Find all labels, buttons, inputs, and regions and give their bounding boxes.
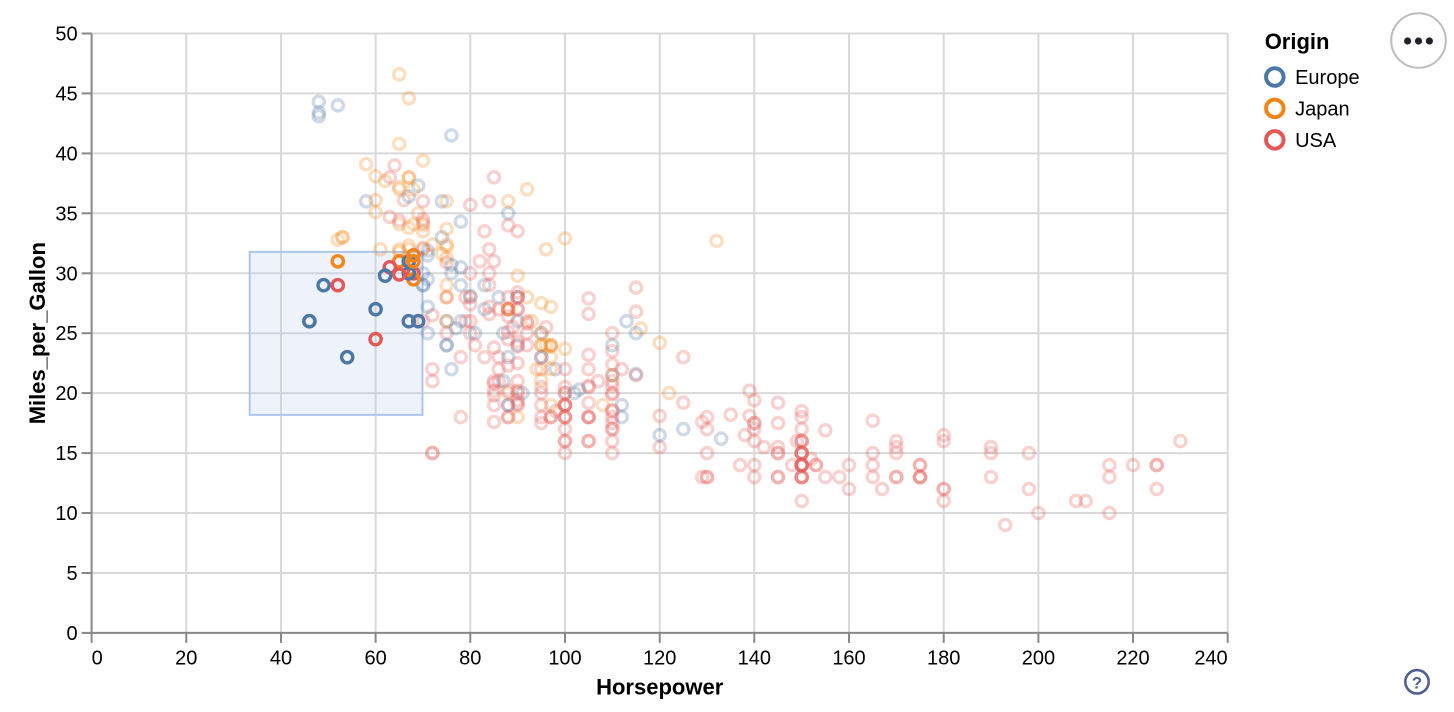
svg-text:140: 140 (738, 648, 771, 670)
svg-text:30: 30 (55, 263, 77, 285)
svg-text:10: 10 (55, 503, 77, 525)
svg-text:0: 0 (66, 623, 77, 645)
svg-text:240: 240 (1194, 648, 1227, 670)
svg-text:45: 45 (55, 83, 77, 105)
svg-text:220: 220 (1116, 648, 1149, 670)
svg-text:120: 120 (643, 648, 676, 670)
svg-text:20: 20 (55, 383, 77, 405)
svg-text:200: 200 (1022, 648, 1055, 670)
svg-text:35: 35 (55, 203, 77, 225)
svg-text:20: 20 (175, 648, 197, 670)
svg-text:Miles_per_Gallon: Miles_per_Gallon (25, 242, 50, 424)
svg-text:180: 180 (927, 648, 960, 670)
svg-text:25: 25 (55, 323, 77, 345)
svg-text:160: 160 (832, 648, 865, 670)
svg-text:0: 0 (92, 648, 103, 670)
svg-text:50: 50 (55, 24, 77, 46)
svg-text:100: 100 (548, 648, 581, 670)
svg-text:15: 15 (55, 443, 77, 465)
svg-text:?: ? (1412, 673, 1422, 692)
svg-text:Horsepower: Horsepower (596, 675, 724, 700)
svg-text:Japan: Japan (1295, 98, 1350, 120)
svg-text:USA: USA (1295, 130, 1337, 152)
svg-text:80: 80 (459, 648, 481, 670)
svg-text:40: 40 (270, 648, 292, 670)
svg-text:5: 5 (66, 563, 77, 585)
svg-text:40: 40 (55, 143, 77, 165)
svg-text:60: 60 (364, 648, 386, 670)
svg-text:Origin: Origin (1265, 29, 1330, 54)
svg-text:Europe: Europe (1295, 67, 1360, 89)
